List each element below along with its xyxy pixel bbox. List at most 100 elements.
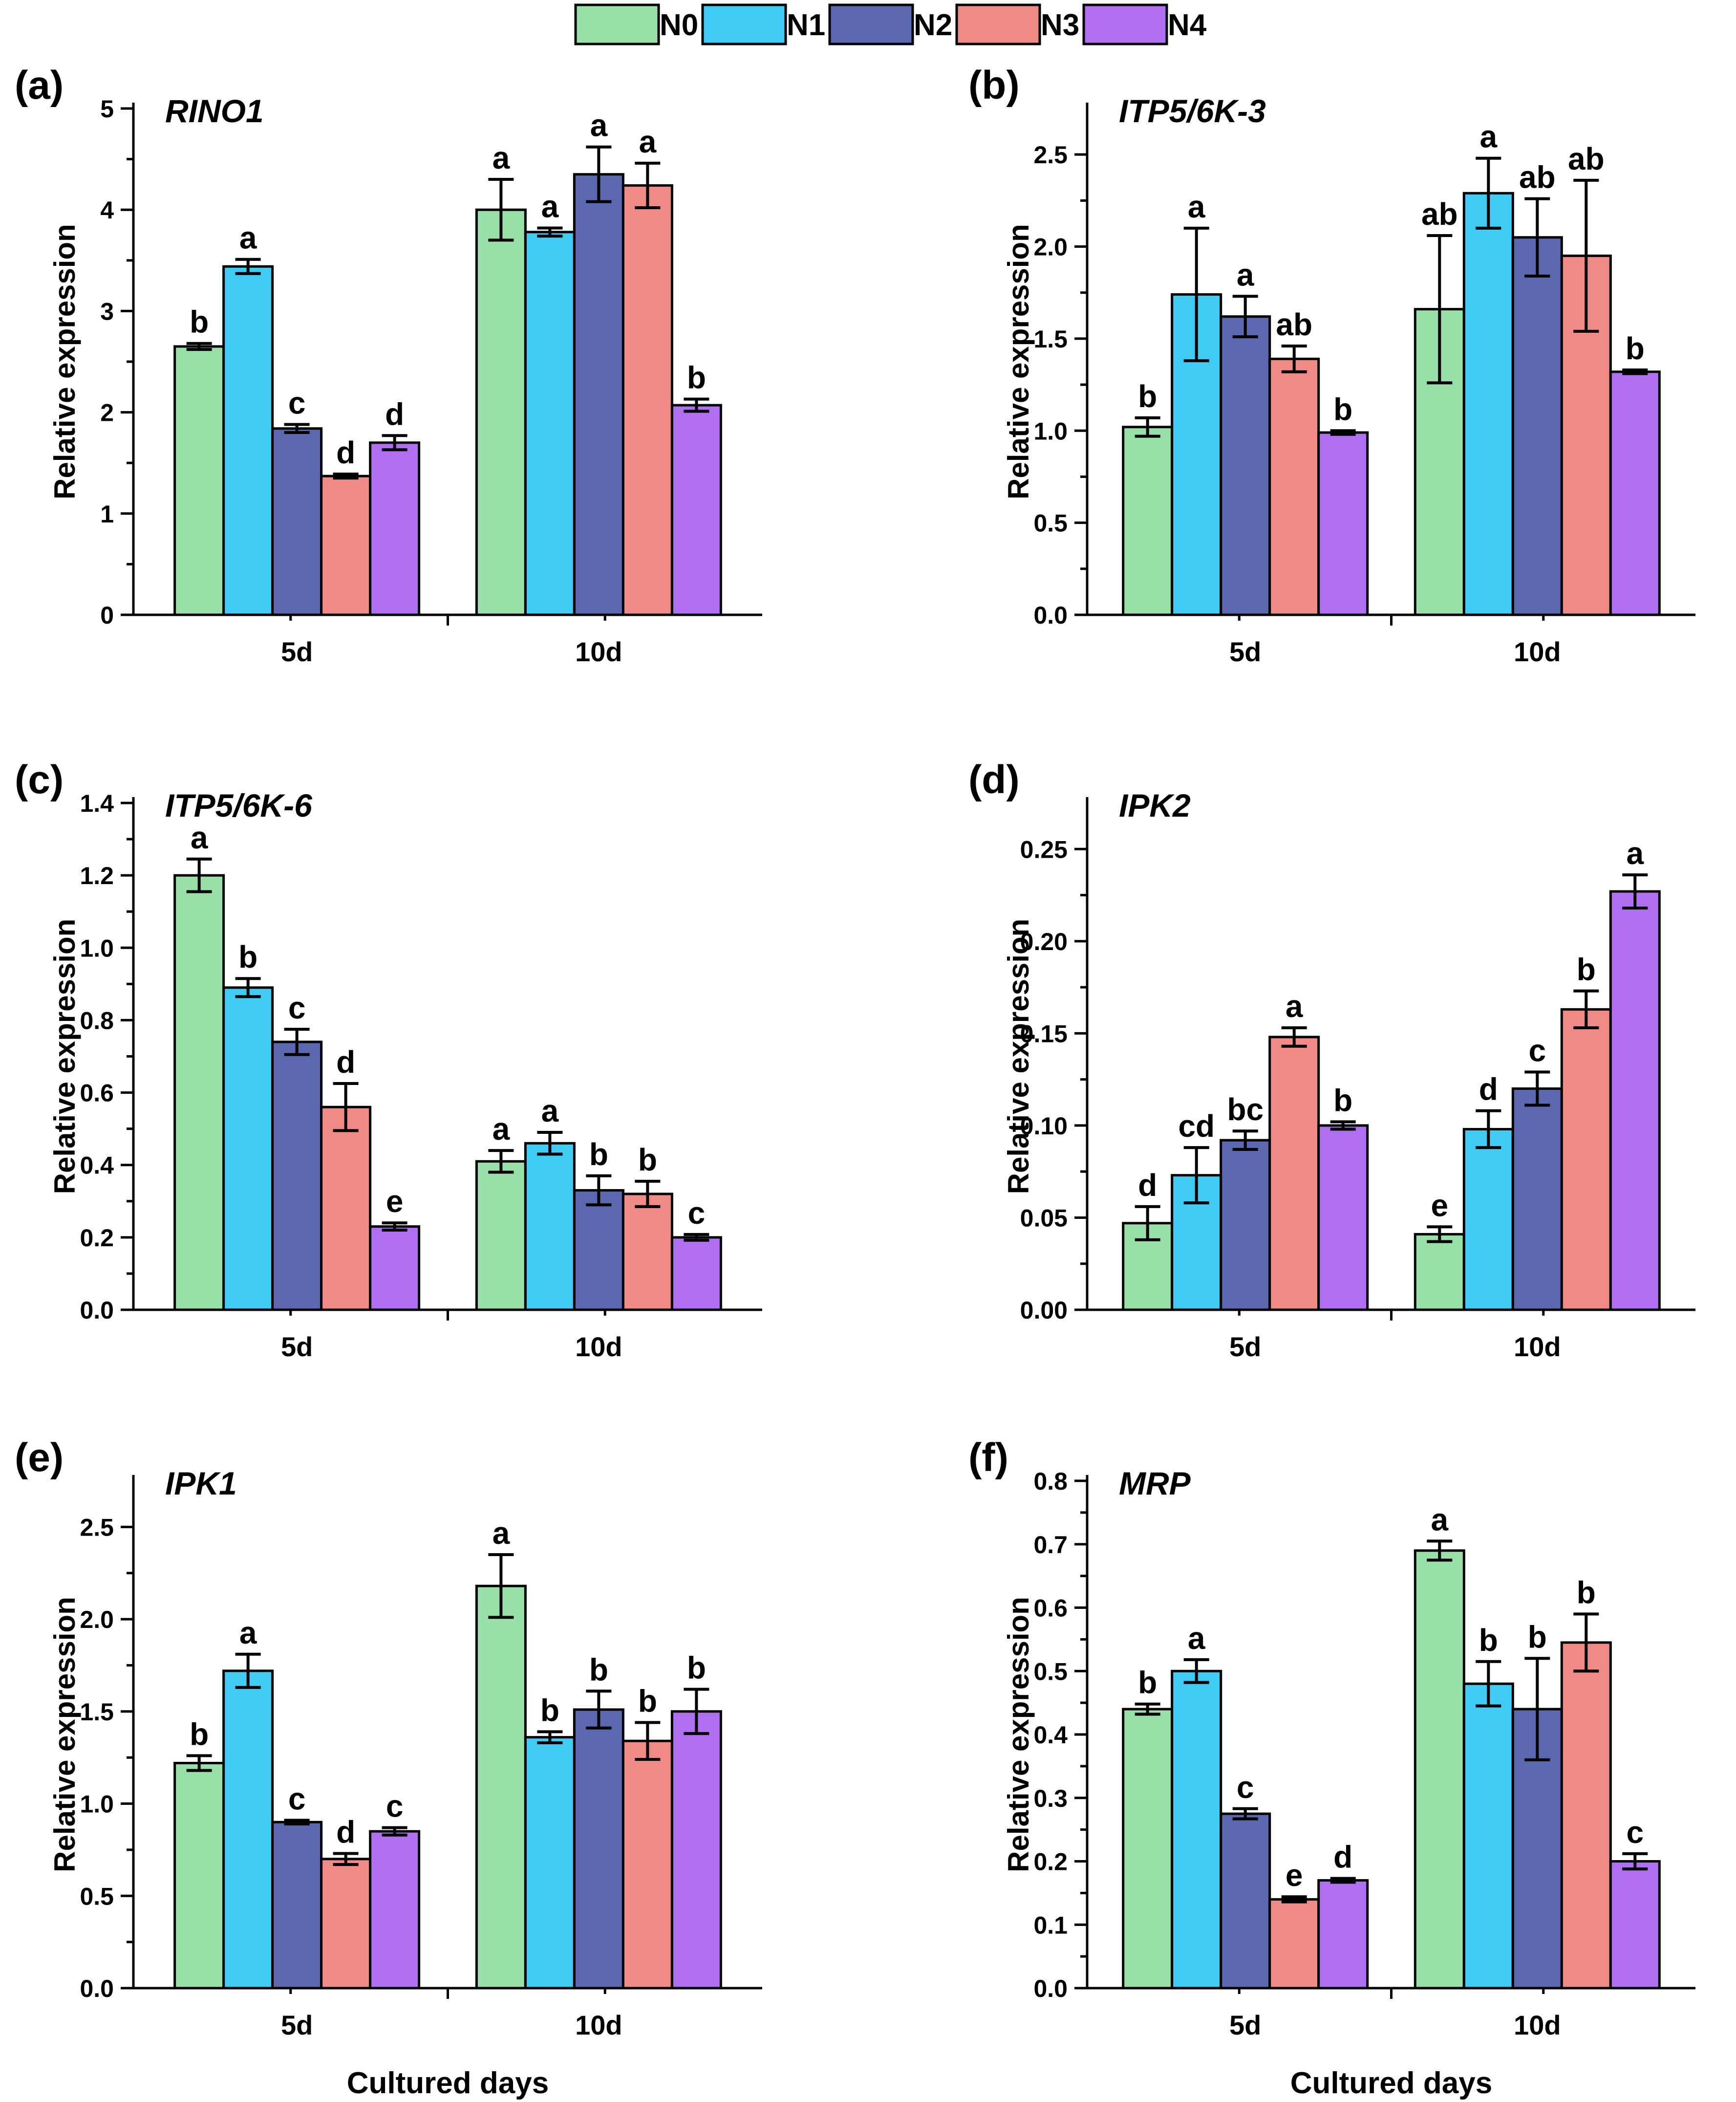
y-tick-label: 2.5 xyxy=(1033,141,1068,169)
panel-label: (b) xyxy=(968,63,1020,108)
significance-letter: d xyxy=(1479,1072,1498,1107)
significance-letter: b xyxy=(190,304,209,340)
bar-n0-10d xyxy=(1414,1233,1465,1311)
y-tick-label: 1.0 xyxy=(1033,417,1068,445)
bar-n4-10d xyxy=(1609,890,1661,1311)
y-axis-label: Relative expression xyxy=(48,919,81,1194)
bar-n0-5d xyxy=(1122,426,1174,616)
bar-n3-5d xyxy=(320,475,372,616)
significance-letter: c xyxy=(688,1195,706,1231)
y-tick-label: 0.0 xyxy=(80,1975,114,2002)
bar-n2-5d xyxy=(1220,315,1271,616)
bar-n0-5d xyxy=(1122,1708,1174,1990)
y-axis-label: Relative expression xyxy=(1002,919,1035,1194)
significance-letter: a xyxy=(1627,836,1644,871)
y-axis-label: Relative expression xyxy=(1002,1597,1035,1872)
legend-entry-n3: N3 xyxy=(955,3,1079,45)
significance-letter: e xyxy=(386,1184,404,1219)
significance-letter: b xyxy=(638,1142,657,1177)
significance-letter: ab xyxy=(1276,307,1312,342)
panel-c: (c) ITP5/6K-6 Relative expression 0.0 0.2 0.4… xyxy=(15,758,762,1362)
y-tick-label: 0.0 xyxy=(1033,1975,1068,2002)
significance-letter: b xyxy=(1138,1665,1157,1700)
significance-letter: a xyxy=(1188,189,1205,224)
significance-letter: b xyxy=(687,360,706,395)
legend-label: N2 xyxy=(914,8,952,42)
y-axis-label: Relative expression xyxy=(48,224,81,499)
significance-letter: b xyxy=(638,1683,657,1718)
panel-title: IPK1 xyxy=(165,1465,237,1501)
panel-title: ITP5/6K-6 xyxy=(165,787,313,823)
significance-letter: ab xyxy=(1568,141,1605,176)
legend-entry-n0: N0 xyxy=(574,3,698,45)
legend-label: N0 xyxy=(660,8,698,42)
significance-letter: b xyxy=(1528,1619,1547,1654)
y-tick-label: 2.5 xyxy=(80,1514,114,1541)
bar-n1-10d xyxy=(1462,192,1514,616)
x-tick-label: 5d xyxy=(1229,636,1261,667)
y-tick-label: 2 xyxy=(100,399,114,427)
y-tick-label: 0.5 xyxy=(80,1883,114,1910)
significance-letter: a xyxy=(493,1516,510,1551)
significance-letter: b xyxy=(1626,331,1645,366)
bar-n2-5d xyxy=(271,1040,323,1311)
significance-letter: b xyxy=(1138,379,1157,414)
significance-letter: d xyxy=(1138,1168,1157,1203)
bar-n2-5d xyxy=(271,1820,323,1990)
bar-n3-10d xyxy=(622,1192,673,1311)
y-tick-label: 1.5 xyxy=(80,1698,114,1726)
significance-letter: b xyxy=(1577,1575,1596,1610)
y-tick-label: 1.4 xyxy=(80,790,114,817)
significance-letter: b xyxy=(238,939,257,975)
y-tick-label: 2.0 xyxy=(1033,234,1068,261)
y-tick-label: 0.4 xyxy=(1033,1721,1068,1749)
bar-n4-10d xyxy=(670,1236,722,1311)
legend-label: N1 xyxy=(787,8,825,42)
bar-n3-5d xyxy=(320,1858,372,1990)
y-tick-label: 0.4 xyxy=(80,1152,114,1179)
panel-d: (d) IPK2 Relative expression 0.00 0.05 0.10 0.… xyxy=(968,758,1695,1362)
bar-n3-10d xyxy=(1560,1641,1612,1990)
significance-letter: a xyxy=(541,1093,559,1128)
bar-n1-10d xyxy=(524,1142,576,1311)
y-tick-label: 1.2 xyxy=(80,862,114,889)
x-tick-label: 5d xyxy=(281,636,313,667)
significance-letter: a xyxy=(493,1111,510,1147)
significance-letter: a xyxy=(1431,1502,1449,1537)
panel-label: (a) xyxy=(15,63,64,108)
y-tick-label: 0.8 xyxy=(80,1007,114,1034)
bar-n3-10d xyxy=(622,184,673,616)
y-tick-label: 1.5 xyxy=(1033,325,1068,353)
significance-letter: b xyxy=(589,1137,608,1172)
significance-letter: b xyxy=(190,1716,209,1752)
significance-letter: a xyxy=(639,124,657,159)
y-tick-label: 0.0 xyxy=(1033,602,1068,629)
panel-a: (a) RINO1 Relative expression 0 1 2 3 4 5 5d 10d b a… xyxy=(15,63,762,667)
bar-n4-10d xyxy=(1609,370,1661,616)
significance-letter: e xyxy=(1431,1188,1449,1223)
y-tick-label: 4 xyxy=(100,196,114,224)
y-tick-label: 1 xyxy=(100,500,114,528)
legend-swatch xyxy=(1082,3,1168,45)
y-tick-label: 0.6 xyxy=(80,1080,114,1107)
bar-n4-5d xyxy=(369,1830,421,1990)
bar-n4-10d xyxy=(1609,1860,1661,1990)
bar-n1-10d xyxy=(1462,1127,1514,1311)
panel-title: RINO1 xyxy=(165,93,264,129)
bar-n4-5d xyxy=(1317,1879,1369,1990)
significance-letter: c xyxy=(288,1781,306,1817)
bar-n0-5d xyxy=(173,874,225,1311)
y-tick-label: 0.5 xyxy=(1033,1658,1068,1685)
x-tick-label: 10d xyxy=(1514,636,1561,667)
significance-letter: b xyxy=(1479,1623,1498,1658)
significance-letter: d xyxy=(336,1044,355,1080)
bar-n2-10d xyxy=(573,1708,624,1990)
bar-n2-10d xyxy=(573,1189,624,1311)
legend-swatch xyxy=(701,3,787,45)
legend-label: N3 xyxy=(1041,8,1079,42)
panel-label: (e) xyxy=(15,1435,64,1480)
legend-label: N4 xyxy=(1168,8,1207,42)
y-tick-label: 2.0 xyxy=(80,1606,114,1633)
